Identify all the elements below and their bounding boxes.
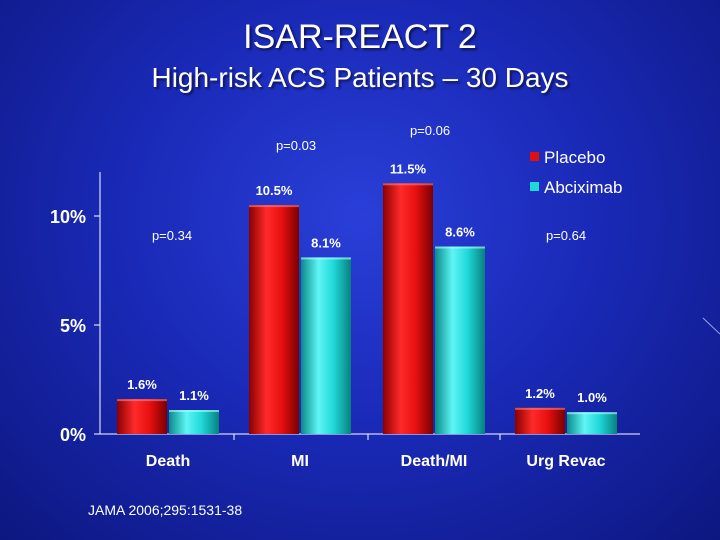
- p-value: p=0.06: [410, 123, 450, 138]
- bar-highlight: [567, 412, 617, 415]
- legend-swatch-abciximab: [530, 182, 539, 191]
- bar-highlight: [249, 205, 299, 208]
- p-value: p=0.64: [546, 228, 586, 243]
- bar-placebo-3: [515, 407, 565, 434]
- chart-axes: 0% 5% 10% Death MI Death/MI Urg Revac: [50, 172, 720, 470]
- bar-highlight: [383, 183, 433, 186]
- x-tick-label: Urg Revac: [526, 453, 605, 470]
- data-label: 1.0%: [577, 390, 607, 405]
- data-label: 10.5%: [256, 183, 293, 198]
- bar-abciximab-0: [169, 410, 219, 434]
- y-tick-label: 5%: [60, 316, 86, 336]
- bar-highlight: [169, 410, 219, 413]
- p-value: p=0.34: [152, 228, 192, 243]
- chart-title: ISAR-REACT 2: [243, 18, 477, 56]
- bar-highlight: [117, 399, 167, 402]
- x-tick-label: MI: [291, 453, 309, 470]
- data-label: 11.5%: [390, 161, 427, 176]
- citation: JAMA 2006;295:1531-38: [88, 502, 243, 518]
- bar-abciximab-2: [435, 246, 485, 434]
- legend-label-abciximab: Abciximab: [544, 178, 622, 197]
- bar-abciximab-1: [301, 257, 351, 434]
- bar-placebo-2: [383, 183, 433, 434]
- chart-labels: 1.6% 1.1% 10.5% 8.1% 11.5% 8.6% 1.2% 1.0% p=0.34…: [127, 123, 607, 405]
- p-value: p=0.03: [276, 138, 316, 153]
- data-label: 8.1%: [311, 235, 341, 250]
- data-label: 1.1%: [179, 388, 209, 403]
- y-tick-label: 10%: [50, 207, 86, 227]
- chart-legend: Placebo Abciximab: [530, 148, 622, 197]
- data-label: 8.6%: [445, 225, 475, 240]
- bar-highlight: [435, 246, 485, 249]
- chart-subtitle: High-risk ACS Patients – 30 Days: [151, 62, 569, 93]
- y-tick-label: 0%: [60, 425, 86, 445]
- data-label: 1.6%: [127, 377, 157, 392]
- x-tick-label: Death/MI: [401, 453, 468, 470]
- bar-placebo-0: [117, 399, 167, 434]
- decorative-line: [702, 317, 720, 335]
- legend-swatch-placebo: [530, 152, 539, 161]
- bar-placebo-1: [249, 205, 299, 434]
- legend-label-placebo: Placebo: [544, 148, 605, 167]
- x-tick-label: Death: [146, 453, 190, 470]
- data-label: 1.2%: [525, 386, 555, 401]
- bar-abciximab-3: [567, 412, 617, 434]
- bar-highlight: [515, 407, 565, 410]
- bar-highlight: [301, 257, 351, 260]
- chart-bars: [117, 183, 617, 434]
